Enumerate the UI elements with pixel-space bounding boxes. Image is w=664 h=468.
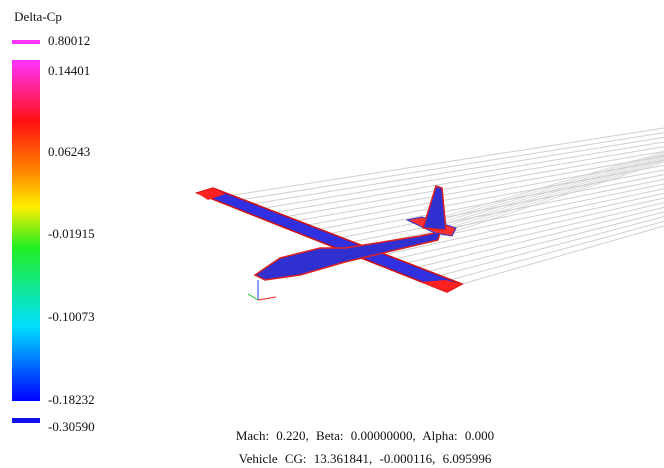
legend-label: 0.14401 [48, 63, 90, 78]
flight-conditions: Mach: 0.220, Beta: 0.00000000, Alpha: 0.… [236, 428, 494, 443]
viewer: Delta-Cp 0.80012 -0.30590 Mach: 0.220, B… [0, 0, 664, 468]
wake-line [455, 226, 664, 286]
min-swatch [12, 418, 40, 423]
legend-max: 0.80012 [48, 33, 90, 48]
wake-line [433, 155, 664, 225]
legend-label: -0.18232 [48, 392, 95, 407]
legend-min: -0.30590 [48, 419, 95, 434]
wake-line [444, 221, 664, 281]
wake-line [249, 142, 664, 211]
color-bar [12, 60, 40, 401]
legend-label: -0.10073 [48, 309, 95, 324]
max-swatch [12, 40, 40, 44]
legend-title: Delta-Cp [14, 9, 62, 24]
vehicle-cg: Vehicle CG: 13.361841, -0.000116, 6.0959… [239, 451, 492, 466]
legend-label: 0.06243 [48, 144, 90, 159]
legend-label: -0.01915 [48, 226, 95, 241]
wake-line [432, 217, 664, 278]
axis-x [258, 297, 276, 300]
axis-y [248, 294, 258, 300]
scene: Delta-Cp 0.80012 -0.30590 Mach: 0.220, B… [0, 0, 664, 468]
